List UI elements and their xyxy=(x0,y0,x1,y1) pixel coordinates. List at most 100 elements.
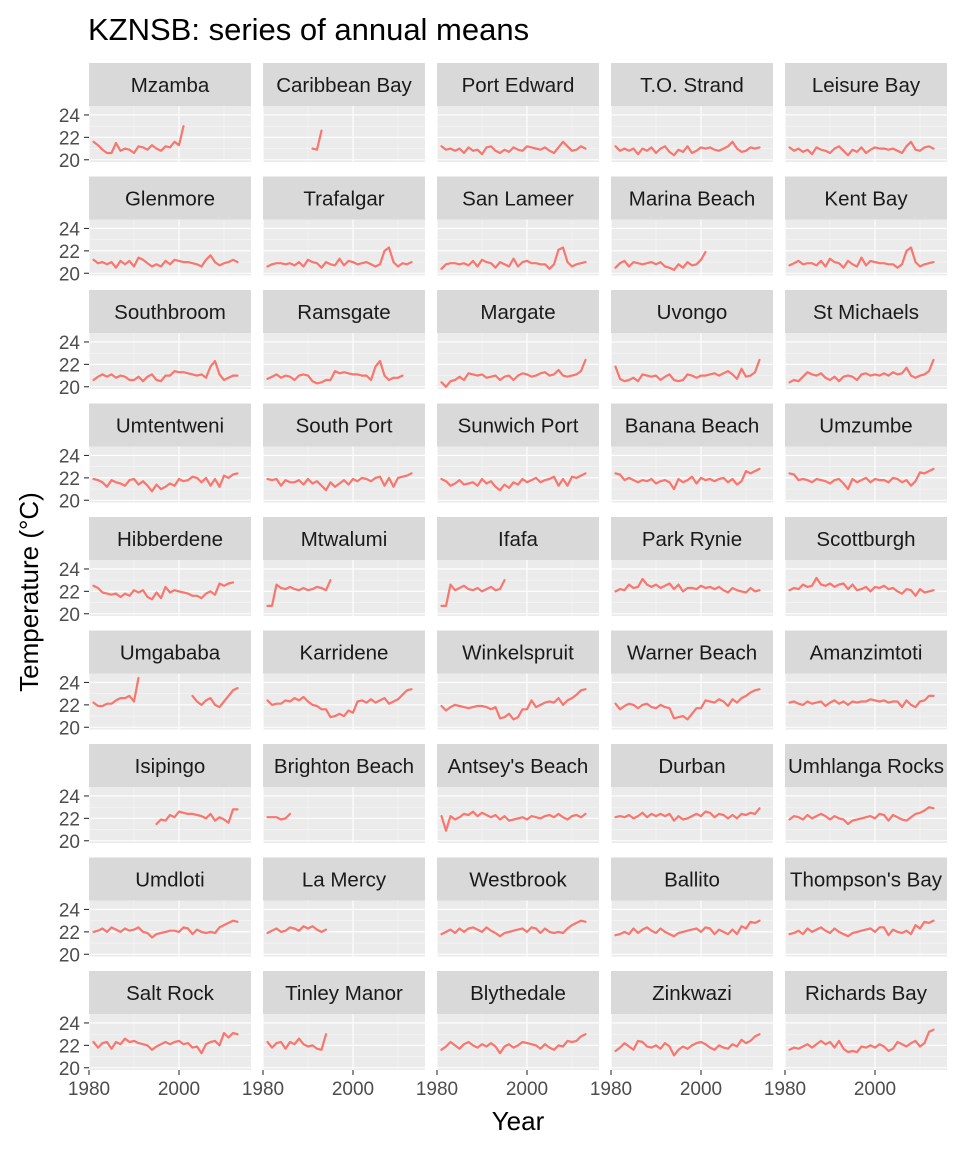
y-tick-label: 20 xyxy=(59,832,80,853)
facet-label: Port Edward xyxy=(462,74,575,97)
chart-title: KZNSB: series of annual means xyxy=(88,12,529,47)
y-tick-label: 22 xyxy=(59,242,80,263)
series-line-south-port xyxy=(266,472,413,492)
facet-karridene: Karridene xyxy=(262,630,425,730)
panel-background xyxy=(437,446,599,503)
strip-background xyxy=(437,517,599,560)
facet-label: Amanzimtoti xyxy=(810,642,923,665)
series-line-port-edward xyxy=(440,140,587,156)
axes: 2022242022242022242022242022242022242022… xyxy=(59,106,896,1100)
facet-caribbean-bay: Caribbean Bay xyxy=(262,63,425,162)
y-tick-label: 20 xyxy=(59,151,80,172)
panel-background xyxy=(785,333,947,389)
strip-background xyxy=(611,517,773,560)
facet-label: San Lameer xyxy=(462,188,574,211)
x-tick-label: 1980 xyxy=(590,1079,632,1100)
strip-background xyxy=(785,744,947,787)
x-tick-label: 2000 xyxy=(158,1079,200,1100)
facet-durban: Durban xyxy=(610,744,773,843)
panel-background xyxy=(611,219,773,276)
strip-background xyxy=(263,517,425,560)
facet-mzamba: Mzamba xyxy=(88,63,251,162)
panel-background xyxy=(611,333,773,389)
series-line-ifafa xyxy=(440,579,506,607)
facet-label: Mtwalumi xyxy=(301,528,388,551)
facet-label: Ramsgate xyxy=(297,301,390,324)
x-tick-label: 2000 xyxy=(332,1079,374,1100)
x-tick-label: 2000 xyxy=(506,1079,548,1100)
strip-background xyxy=(785,63,947,106)
series-line-southbroom xyxy=(92,359,239,383)
y-tick-label: 22 xyxy=(59,809,80,830)
facet-label: Winkelspruit xyxy=(462,642,574,665)
strip-background xyxy=(89,744,251,787)
series-line-san-lameer xyxy=(440,246,587,270)
x-tick-label: 2000 xyxy=(854,1079,896,1100)
facet-isipingo: Isipingo xyxy=(88,744,251,843)
facet-antsey-s-beach: Antsey's Beach xyxy=(436,744,599,843)
facet-tinley-manor: Tinley Manor xyxy=(262,971,425,1070)
series-line-st-michaels xyxy=(788,358,935,384)
strip-background xyxy=(263,290,425,333)
facet-brighton-beach: Brighton Beach xyxy=(262,744,425,843)
series-line-durban xyxy=(614,807,761,822)
facet-winkelspruit: Winkelspruit xyxy=(436,630,599,730)
strip-background xyxy=(437,857,599,901)
series-line-glenmore xyxy=(92,254,239,269)
facet-umhlanga-rocks: Umhlanga Rocks xyxy=(784,744,947,843)
strip-background xyxy=(785,176,947,220)
facet-ramsgate: Ramsgate xyxy=(262,290,425,389)
facet-san-lameer: San Lameer xyxy=(436,176,599,276)
series-line-park-rynie xyxy=(614,577,761,594)
facet-trafalgar: Trafalgar xyxy=(262,176,425,276)
series-line-isipingo xyxy=(155,808,239,826)
facet-scottburgh: Scottburgh xyxy=(784,517,947,616)
strip-background xyxy=(263,971,425,1014)
facet-banana-beach: Banana Beach xyxy=(610,403,773,503)
facet-label: Zinkwazi xyxy=(652,982,732,1005)
facet-label: Glenmore xyxy=(125,188,215,211)
y-tick-label: 20 xyxy=(59,1059,80,1080)
y-tick-label: 24 xyxy=(59,673,81,694)
panel-background xyxy=(263,787,425,843)
facet-margate: Margate xyxy=(436,290,599,389)
strip-background xyxy=(437,403,599,447)
facet-richards-bay: Richards Bay xyxy=(784,971,947,1070)
facet-zinkwazi: Zinkwazi xyxy=(610,971,773,1070)
facet-label: Sunwich Port xyxy=(458,415,579,438)
series-line-ramsgate xyxy=(266,359,404,385)
series-line-tinley-manor xyxy=(266,1033,328,1051)
facet-label: South Port xyxy=(296,415,393,438)
strip-background xyxy=(785,517,947,560)
strip-background xyxy=(89,403,251,447)
facet-label: Karridene xyxy=(300,642,389,665)
series-line-salt-rock xyxy=(92,1031,239,1055)
strip-background xyxy=(437,971,599,1014)
facet-label: Banana Beach xyxy=(625,415,760,438)
y-tick-label: 24 xyxy=(59,560,81,581)
series-line-zinkwazi xyxy=(614,1033,761,1057)
series-line-uvongo xyxy=(614,358,761,383)
x-tick-label: 1980 xyxy=(68,1079,110,1100)
strip-background xyxy=(611,403,773,447)
y-tick-label: 20 xyxy=(59,378,80,399)
y-tick-label: 22 xyxy=(59,1036,80,1057)
facet-park-rynie: Park Rynie xyxy=(610,517,773,616)
panel-background xyxy=(437,333,599,389)
panel-background xyxy=(263,106,425,162)
y-tick-label: 20 xyxy=(59,945,80,966)
series-line-blythedale xyxy=(440,1033,587,1055)
facet-t-o-strand: T.O. Strand xyxy=(610,63,773,162)
y-axis-title: Temperature (°C) xyxy=(14,492,44,692)
x-tick-label: 1980 xyxy=(764,1079,806,1100)
series-line-margate xyxy=(440,358,587,388)
y-tick-label: 20 xyxy=(59,264,80,285)
facet-sunwich-port: Sunwich Port xyxy=(436,403,599,503)
y-tick-label: 22 xyxy=(59,469,80,490)
series-line-kent-bay xyxy=(788,246,935,269)
facet-umzumbe: Umzumbe xyxy=(784,403,947,503)
panel-background xyxy=(89,446,251,503)
facet-westbrook: Westbrook xyxy=(436,857,599,957)
panel-background xyxy=(89,219,251,276)
y-tick-label: 24 xyxy=(59,446,81,467)
